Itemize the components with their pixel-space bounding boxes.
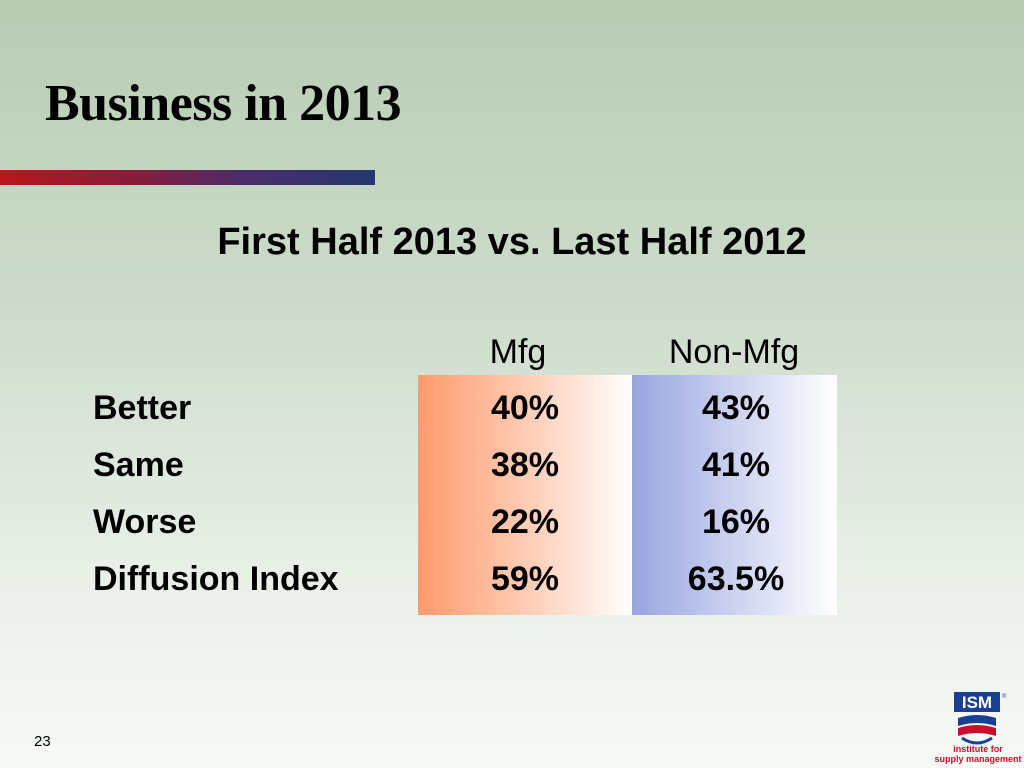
cell-non-mfg-worse: 16% xyxy=(701,503,771,541)
table-row: Worse 22% 16% xyxy=(0,494,1024,551)
cell-mfg-better: 40% xyxy=(490,389,560,427)
table-row: Same 38% 41% xyxy=(0,437,1024,494)
logo-tagline: institute for supply management xyxy=(934,744,1022,764)
cell-non-mfg-same: 41% xyxy=(701,446,771,484)
cell-non-mfg-better: 43% xyxy=(701,389,771,427)
table-row: Better 40% 43% xyxy=(0,380,1024,437)
column-header-mfg: Mfg xyxy=(489,333,547,371)
ism-logo: ISM ® xyxy=(954,692,1007,745)
row-label-worse: Worse xyxy=(93,503,197,541)
svg-text:®: ® xyxy=(1002,693,1007,700)
row-label-same: Same xyxy=(93,446,184,484)
cell-mfg-same: 38% xyxy=(490,446,560,484)
cell-mfg-diffusion-index: 59% xyxy=(490,560,560,598)
page-number: 23 xyxy=(34,733,51,750)
title-underline-rule xyxy=(0,170,375,185)
cell-non-mfg-diffusion-index: 63.5% xyxy=(687,560,785,598)
non-mfg-column-band xyxy=(632,375,837,615)
row-label-better: Better xyxy=(93,389,192,427)
mfg-column-band xyxy=(418,375,632,615)
cell-mfg-worse: 22% xyxy=(490,503,560,541)
row-label-diffusion-index: Diffusion Index xyxy=(93,560,339,598)
slide-subtitle: First Half 2013 vs. Last Half 2012 xyxy=(217,221,807,263)
column-header-non-mfg: Non-Mfg xyxy=(668,333,800,371)
slide-title: Business in 2013 xyxy=(45,75,402,132)
logo-brand-text: ISM xyxy=(962,693,992,712)
table-row: Diffusion Index 59% 63.5% xyxy=(0,551,1024,608)
